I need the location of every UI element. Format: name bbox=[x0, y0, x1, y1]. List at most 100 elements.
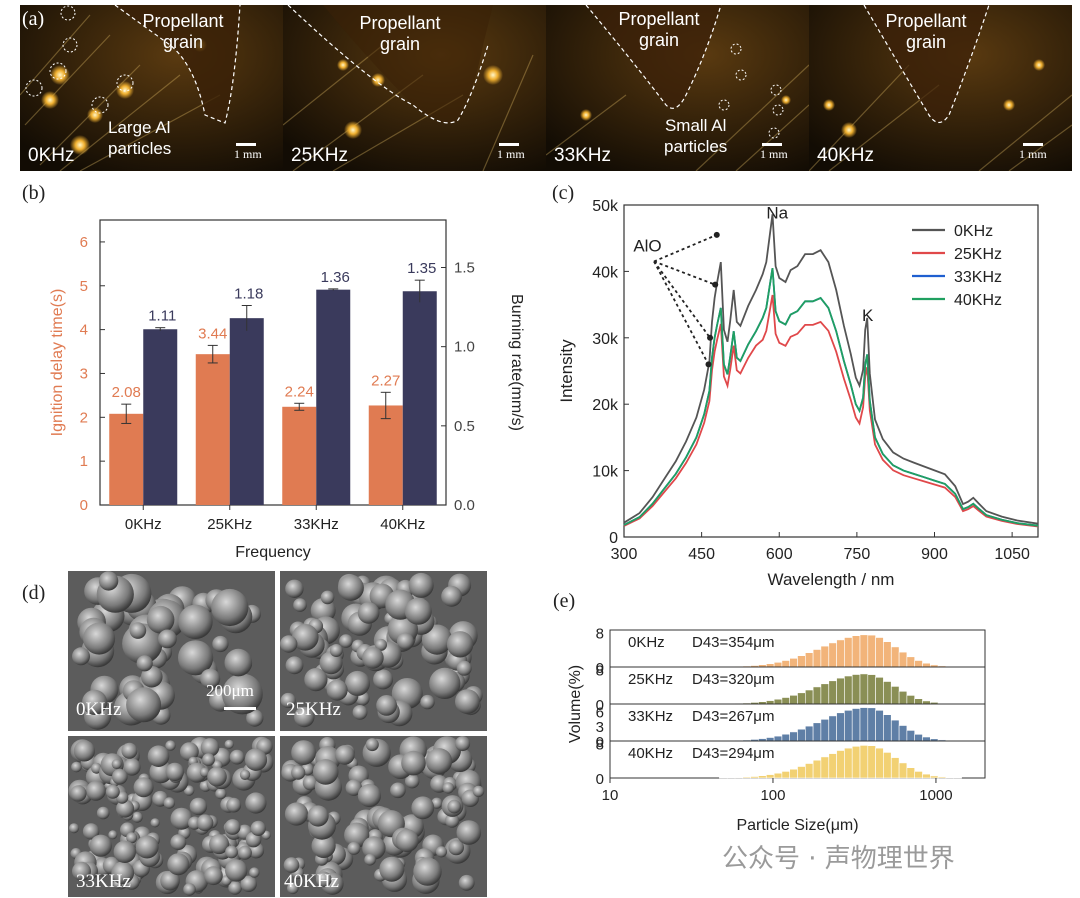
distribution-bar bbox=[734, 777, 744, 779]
left-tick-label: 5 bbox=[80, 278, 88, 295]
grain-label: Propellant grain bbox=[142, 11, 224, 52]
legend-label: 40KHz bbox=[954, 292, 1002, 309]
burning-rate-bar bbox=[229, 318, 264, 505]
sem-particle bbox=[458, 874, 475, 891]
sem-particle bbox=[165, 762, 184, 782]
distribution-bar bbox=[828, 715, 837, 742]
sem-particle bbox=[347, 841, 361, 855]
sem-particle bbox=[302, 775, 318, 791]
y-tick-label: 50k bbox=[592, 198, 619, 215]
peak-annotation: AlO bbox=[633, 236, 661, 255]
sem-particle bbox=[304, 668, 328, 692]
sem-particle bbox=[249, 867, 260, 878]
right-tick-label: 0.5 bbox=[454, 418, 475, 435]
distribution-bar bbox=[851, 708, 861, 742]
sem-particle bbox=[362, 647, 384, 669]
distribution-bar bbox=[812, 759, 822, 779]
distribution-bar bbox=[883, 714, 892, 742]
distribution-bar bbox=[906, 695, 915, 705]
combustion-photo: Propellant grain Large Al particles 1 mm… bbox=[20, 5, 283, 171]
x-tick-label: 750 bbox=[844, 546, 871, 563]
y-axis-title: Intensity bbox=[557, 339, 576, 403]
sem-particle bbox=[165, 740, 176, 751]
distribution-bar bbox=[820, 719, 829, 742]
alo-arrow bbox=[653, 260, 716, 286]
distribution-bar bbox=[805, 763, 814, 779]
sem-particle bbox=[245, 792, 267, 814]
distribution-bar bbox=[812, 686, 822, 705]
sem-particle bbox=[105, 784, 120, 799]
sem-particle bbox=[200, 668, 221, 689]
burning-rate-bar bbox=[143, 329, 178, 505]
distribution-bar bbox=[890, 757, 900, 779]
distribution-bar bbox=[867, 745, 876, 779]
sem-particle bbox=[225, 859, 248, 882]
distribution-bar bbox=[844, 637, 853, 668]
distribution-bar bbox=[851, 674, 861, 705]
alo-arrow bbox=[653, 260, 711, 339]
combustion-photo: Propellant grain 1 mm 25KHz bbox=[283, 5, 546, 171]
sem-particle bbox=[246, 709, 264, 727]
combustion-photo: Propellant grain 1 mm 40KHz bbox=[809, 5, 1072, 171]
sem-particle bbox=[312, 759, 339, 785]
y-tick-label: 8 bbox=[596, 626, 604, 643]
sem-particle bbox=[344, 822, 370, 848]
sem-particle bbox=[150, 818, 160, 828]
burning-value-label: 1.36 bbox=[321, 269, 350, 286]
sem-particle bbox=[146, 605, 175, 634]
sem-particle bbox=[83, 622, 116, 655]
sem-particle bbox=[209, 834, 230, 855]
sem-particle bbox=[401, 750, 426, 776]
sem-particle bbox=[456, 660, 472, 676]
y-tick-label: 8 bbox=[596, 663, 604, 680]
distribution-bar bbox=[766, 700, 775, 705]
sem-particle bbox=[170, 834, 187, 851]
series-label: 40KHz bbox=[628, 745, 673, 762]
distribution-bar bbox=[844, 675, 853, 705]
distribution-bar bbox=[851, 746, 861, 779]
sem-grid: 0KHz 200μm 25KHz 33KHz 40KHz bbox=[68, 571, 487, 897]
distribution-bar bbox=[922, 736, 931, 742]
burning-value-label: 1.35 bbox=[407, 260, 436, 277]
combustion-photo: Propellant grain Small Al particles 1 mm… bbox=[546, 5, 809, 171]
scale-bar-label: 1 mm bbox=[497, 147, 525, 161]
distribution-bar bbox=[805, 725, 814, 742]
sem-image bbox=[280, 571, 487, 731]
sem-particle bbox=[86, 780, 106, 801]
sem-particle bbox=[421, 624, 453, 655]
sem-particle bbox=[226, 797, 242, 813]
x-axis-title: Particle Size(μm) bbox=[736, 817, 858, 834]
right-tick-label: 1.0 bbox=[454, 339, 475, 356]
distribution-bar bbox=[937, 776, 947, 779]
panel-d-label: (d) bbox=[22, 582, 46, 604]
sem-particle bbox=[212, 635, 229, 653]
sem-particle bbox=[178, 604, 213, 639]
sem-particle bbox=[200, 738, 220, 757]
plot-frame bbox=[99, 219, 447, 506]
distribution-bar bbox=[742, 776, 751, 779]
distribution-bar bbox=[820, 756, 829, 779]
distribution-bar bbox=[851, 635, 861, 668]
distribution-bar bbox=[890, 686, 900, 705]
sem-particle bbox=[250, 820, 266, 836]
grain-label: Propellant grain bbox=[885, 11, 967, 52]
spectrum-line bbox=[623, 294, 1039, 528]
distribution-bar bbox=[789, 768, 798, 779]
frequency-label: 25KHz bbox=[291, 145, 349, 166]
sem-particle bbox=[292, 624, 319, 651]
sem-particle bbox=[285, 579, 304, 598]
distribution-bar bbox=[773, 772, 783, 779]
sem-particle bbox=[404, 597, 432, 625]
sem-particle bbox=[413, 857, 442, 886]
scale-bar-label: 1 mm bbox=[234, 147, 262, 161]
sem-particle bbox=[376, 695, 397, 716]
spectrum-line bbox=[623, 267, 1039, 527]
distribution-bar bbox=[781, 733, 790, 742]
spectrum-line bbox=[623, 214, 1039, 525]
sem-particle bbox=[147, 745, 170, 767]
photo-scene bbox=[283, 5, 546, 171]
distribution-bar bbox=[789, 695, 798, 705]
sem-particle bbox=[442, 782, 454, 794]
sem-particle bbox=[411, 796, 435, 820]
sem-particle bbox=[311, 833, 336, 858]
